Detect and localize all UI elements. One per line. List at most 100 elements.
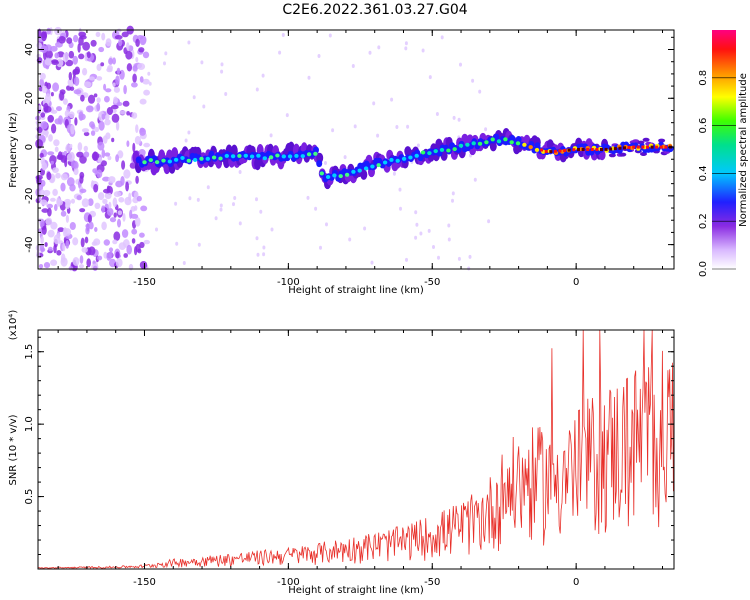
ridge-peak <box>534 147 540 152</box>
ridge-halo <box>642 137 650 142</box>
noise-blob <box>39 218 45 229</box>
noise-blob <box>214 216 218 221</box>
colorbar-tick-label: 0.4 <box>698 165 709 181</box>
noise-blob <box>126 244 132 255</box>
ridge-core <box>316 160 323 168</box>
ridge-peak <box>205 156 210 161</box>
ridge-peak <box>211 155 217 160</box>
ridge-peak <box>268 155 274 160</box>
noise-blob <box>135 175 139 184</box>
noise-blob <box>62 52 69 63</box>
noise-blob <box>220 62 224 67</box>
noise-blob <box>106 107 113 115</box>
ridge-peak <box>496 139 502 144</box>
noise-blob <box>269 133 273 138</box>
ridge-max <box>549 150 553 154</box>
ridge-peak <box>313 151 318 156</box>
noise-blob <box>101 32 106 41</box>
noise-blob <box>115 121 120 131</box>
ridge-peak <box>243 153 248 158</box>
noise-blob <box>348 237 352 242</box>
ridge-max <box>641 145 645 149</box>
noise-blob <box>102 198 108 204</box>
noise-blob <box>45 93 51 104</box>
noise-blob <box>88 246 96 256</box>
noise-blob <box>119 110 126 115</box>
ridge-core <box>515 136 522 143</box>
noise-blob <box>39 72 46 80</box>
noise-blob <box>259 209 263 214</box>
noise-blob <box>135 56 139 63</box>
noise-blob <box>93 183 99 193</box>
noise-blob <box>101 205 106 213</box>
noise-blob <box>163 61 166 66</box>
noise-blob <box>451 198 454 203</box>
noise-blob <box>468 254 472 259</box>
noise-blob <box>131 238 136 244</box>
ridge-peak <box>262 156 267 161</box>
noise-blob <box>80 237 85 248</box>
colorbar-tick-label: 0.0 <box>698 261 709 277</box>
x-tick-label: -100 <box>277 577 300 588</box>
noise-blob <box>86 51 91 59</box>
noise-blob <box>317 54 321 58</box>
noise-blob <box>69 222 76 230</box>
ridge-peak <box>154 160 160 165</box>
noise-blob <box>78 31 87 37</box>
noise-blob <box>137 35 144 40</box>
noise-blob <box>72 55 78 65</box>
noise-blob <box>108 247 114 252</box>
noise-blob <box>255 197 258 202</box>
noise-blob <box>79 175 84 184</box>
spectrogram-y-axis-label: Frequency (Hz) <box>8 112 19 188</box>
noise-blob <box>74 66 81 75</box>
noise-blob <box>41 85 48 94</box>
noise-blob <box>60 210 67 217</box>
y-tick-label: -40 <box>24 236 35 252</box>
noise-blob <box>53 139 60 147</box>
noise-blob <box>143 239 150 245</box>
noise-blob <box>130 213 139 219</box>
noise-blob <box>46 203 53 209</box>
noise-blob <box>419 231 423 236</box>
noise-blob <box>353 124 357 129</box>
noise-blob <box>85 105 94 113</box>
noise-blob <box>255 87 259 92</box>
noise-blob <box>452 115 456 120</box>
ridge-peak <box>370 164 375 169</box>
ridge-peak <box>332 173 337 178</box>
ridge-max <box>618 146 622 150</box>
snr-plot-area <box>38 330 674 569</box>
noise-blob <box>440 35 444 40</box>
ridge-peak <box>471 141 476 146</box>
ridge-max <box>600 148 603 151</box>
noise-blob <box>98 46 105 53</box>
noise-blob <box>40 199 48 205</box>
ridge-core <box>534 142 541 150</box>
noise-blob <box>111 137 115 143</box>
ridge-halo <box>658 138 666 143</box>
ridge-peak <box>167 159 172 164</box>
noise-blob <box>81 128 90 133</box>
noise-blob <box>104 95 110 103</box>
ridge-peak <box>237 153 242 158</box>
noise-blob <box>73 167 79 176</box>
noise-blob <box>139 127 147 136</box>
noise-blob <box>73 34 79 43</box>
noise-blob <box>58 36 66 44</box>
ridge-peak <box>458 143 464 148</box>
noise-blob <box>123 84 127 95</box>
noise-blob <box>56 197 61 207</box>
noise-blob <box>142 51 150 59</box>
noise-blob <box>281 33 285 37</box>
noise-blob <box>406 124 410 129</box>
noise-blob <box>43 189 51 197</box>
noise-blob <box>103 239 111 246</box>
ridge-core <box>455 146 462 154</box>
noise-blob <box>112 57 116 65</box>
noise-blob <box>52 167 59 174</box>
noise-blob <box>50 259 58 266</box>
colorbar-ticks: 0.0 0.2 0.4 0.6 0.8 <box>698 70 736 277</box>
noise-blob <box>128 192 132 201</box>
noise-blob <box>65 240 70 249</box>
